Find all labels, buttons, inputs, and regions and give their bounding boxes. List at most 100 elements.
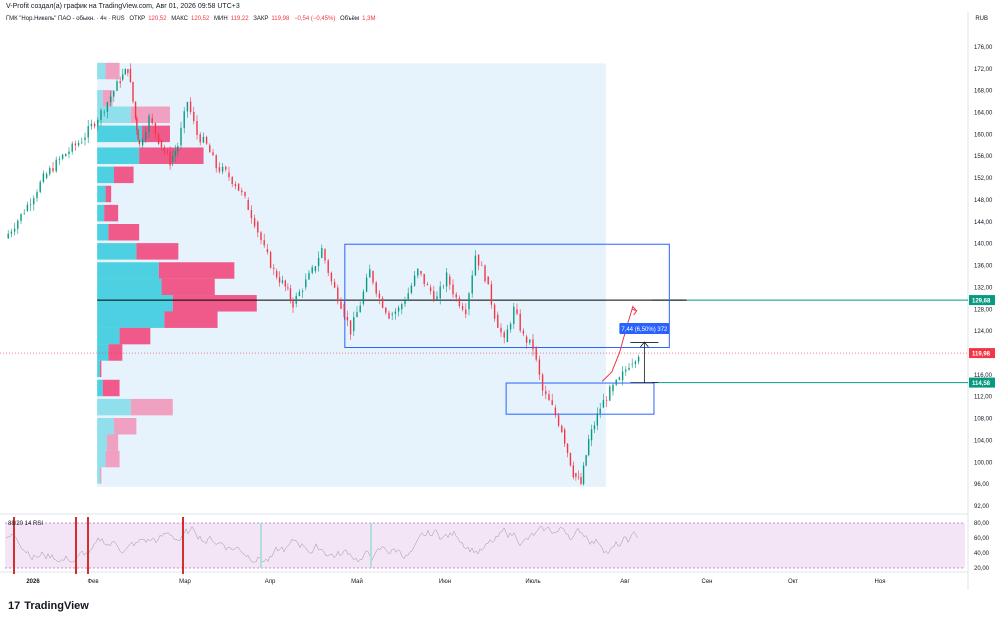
volume-profile-sell-bar (130, 398, 173, 416)
time-tick-label: 2026 (26, 579, 40, 585)
candle-body (625, 369, 627, 372)
volume-profile-buy-bar (97, 147, 140, 164)
volume-profile-sell-bar (106, 434, 119, 451)
currency-label[interactable]: RUB (975, 16, 988, 22)
volume-profile-buy-bar (97, 379, 103, 397)
tradingview-logo-icon: 17 (8, 600, 21, 612)
price-tick-label: 128,00 (974, 307, 993, 313)
volume-profile-sell-bar (99, 360, 102, 378)
candle-body (266, 249, 269, 253)
candle-body (263, 240, 265, 246)
candle-body (509, 323, 512, 330)
candle-body (132, 81, 134, 102)
tradingview-logo[interactable]: 17 TradingView (8, 600, 89, 612)
low-label: МИН (214, 16, 228, 22)
candle-body (516, 309, 518, 314)
price-tick-label: 160,00 (974, 132, 993, 138)
candle-body (113, 90, 115, 97)
candle-body (275, 271, 278, 278)
price-tick-label: 148,00 (974, 198, 993, 204)
candle-body (169, 152, 171, 166)
candle-body (535, 347, 537, 360)
candle-body (563, 429, 566, 444)
candle-body (433, 291, 435, 300)
candle-body (554, 407, 557, 416)
candle-body (404, 300, 406, 305)
candle-body (413, 275, 416, 286)
candle-body (228, 172, 230, 178)
candle-body (417, 268, 419, 276)
candle-body (365, 277, 368, 292)
candle-body (585, 455, 587, 466)
candle-body (541, 374, 544, 391)
candle-body (513, 306, 515, 324)
volume-profile-sell-bar (136, 243, 179, 260)
volume-profile-buy-bar (97, 311, 165, 328)
candle-body (163, 147, 166, 152)
price-tick-label: 140,00 (974, 242, 993, 248)
volume-profile-buy-bar (97, 224, 109, 241)
symbol-name[interactable]: ГМК "Нор.Никель" ПАО - обыкн. · 4ч · RUS (6, 16, 125, 22)
zone-rectangle (344, 243, 670, 349)
high-value: 120,52 (191, 16, 210, 22)
price-tick-label: 124,00 (974, 329, 993, 335)
candle-body (33, 198, 35, 205)
candle-body (202, 136, 205, 143)
candle-body (68, 151, 70, 154)
price-tick-label: 152,00 (974, 176, 993, 182)
candle-body (218, 167, 221, 172)
volume-profile-sell-bar (158, 262, 235, 279)
candle-body (343, 303, 345, 317)
candle-body (455, 294, 457, 298)
candle-body (93, 123, 96, 127)
candle-body (628, 367, 630, 370)
volume-profile-sell-bar (108, 344, 123, 361)
close-label: ЗАКР (253, 16, 269, 22)
candle-body (561, 425, 563, 433)
volume-profile-buy-bar (97, 450, 106, 468)
candle-body (497, 314, 499, 328)
volume-profile-buy-bar (97, 185, 106, 203)
candle-body (445, 272, 448, 287)
candle-body (160, 139, 163, 148)
candle-body (582, 465, 585, 485)
price-tick-label: 108,00 (974, 417, 993, 423)
rsi-label: 88/20 14 RSI (8, 521, 43, 527)
rsi-signal-bar (260, 523, 262, 568)
candle-body (39, 181, 41, 193)
candle-body (196, 120, 198, 135)
candle-body (429, 287, 432, 292)
price-tick-label: 164,00 (974, 111, 993, 117)
candle-body (269, 252, 272, 268)
rsi-line (5, 526, 639, 563)
candle-body (77, 143, 80, 146)
candle-body (388, 312, 390, 319)
candle-body (311, 267, 313, 273)
candle-body (247, 199, 249, 210)
measure-arrowhead (640, 341, 649, 348)
candle-body (42, 173, 45, 182)
candle-body (189, 101, 192, 112)
candle-body (500, 327, 502, 333)
candle-body (481, 265, 483, 267)
candle-body (308, 272, 310, 280)
candle-body (109, 96, 112, 103)
candle-body (36, 192, 38, 199)
candle-body (439, 286, 441, 299)
volume-profile-buy-bar (97, 166, 114, 184)
price-tick-label: 112,00 (974, 395, 993, 401)
candle-body (134, 101, 137, 119)
candle-body (209, 145, 211, 153)
candle-body (287, 287, 289, 289)
candle-body (391, 313, 393, 315)
candle-body (474, 255, 477, 276)
candle-body (20, 213, 22, 221)
candle-body (333, 281, 336, 288)
candle-body (324, 249, 326, 261)
price-tick-label: 144,00 (974, 220, 993, 226)
candle-body (545, 391, 547, 395)
volume-profile-buy-bar (97, 418, 114, 435)
candle-body (116, 81, 118, 91)
volume-profile-buy-bar (97, 106, 131, 123)
